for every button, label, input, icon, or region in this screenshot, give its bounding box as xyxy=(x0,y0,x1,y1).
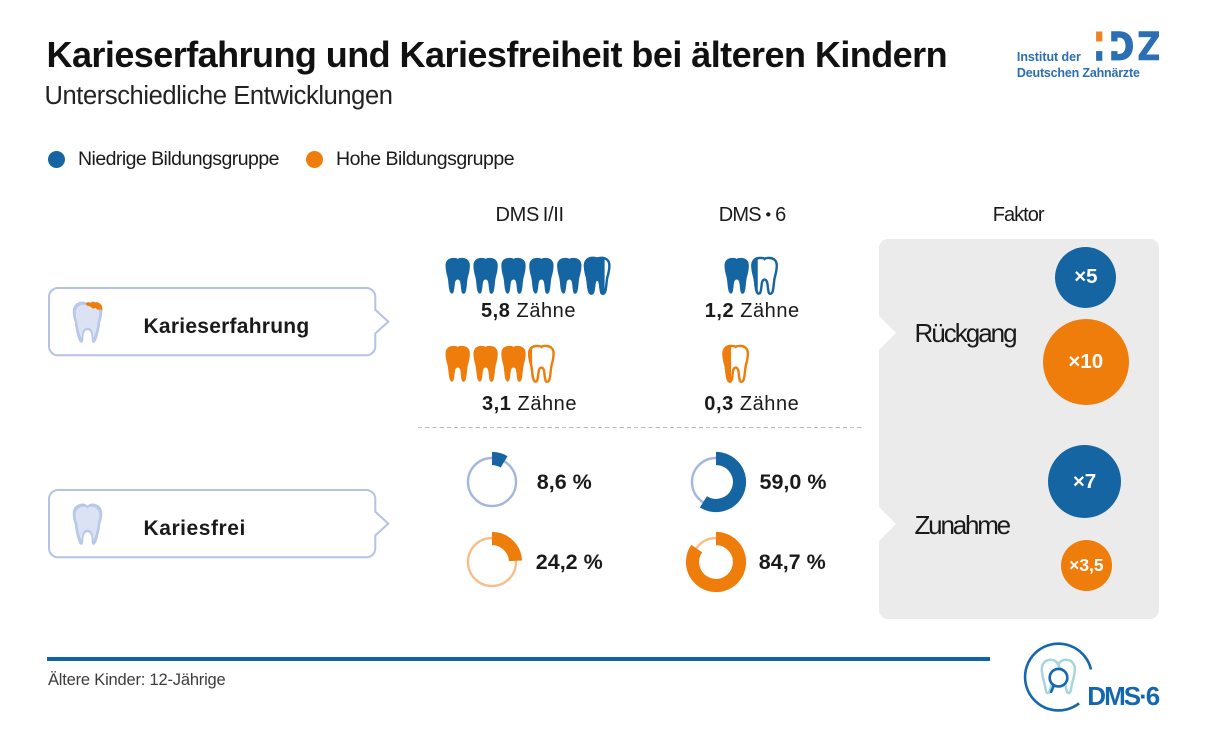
svg-text:Deutschen Zahnärzte: Deutschen Zahnärzte xyxy=(1017,66,1140,80)
svg-text:Institut der: Institut der xyxy=(1017,50,1081,64)
